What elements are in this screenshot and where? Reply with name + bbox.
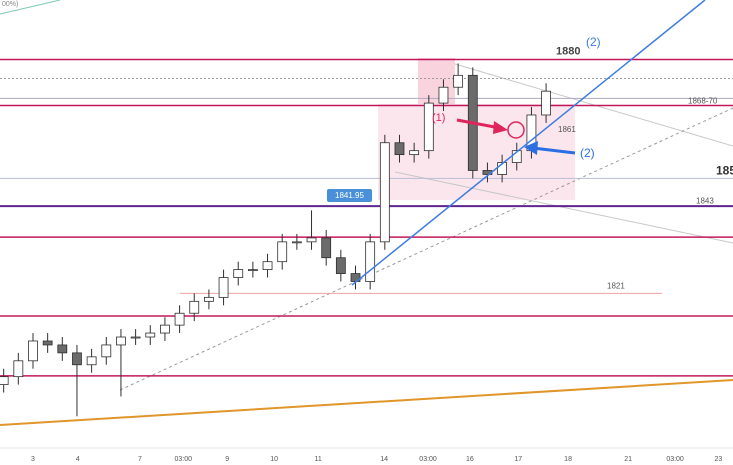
- candle-body: [72, 352, 82, 366]
- candle-body: [365, 241, 376, 282]
- candle-body: [13, 360, 24, 378]
- candle-body: [291, 241, 302, 244]
- x-tick-label: 16: [466, 456, 474, 463]
- candle-body: [204, 296, 214, 302]
- candle-body: [130, 336, 141, 339]
- candle-body: [57, 344, 68, 354]
- x-tick-label: 03:00: [174, 456, 192, 463]
- x-tick-label: 14: [380, 456, 388, 463]
- candle-body: [145, 332, 156, 338]
- price-callout: [327, 189, 372, 202]
- candle-body: [86, 356, 97, 366]
- candle-body: [160, 324, 170, 334]
- level-label: 1821: [607, 282, 625, 291]
- corner-text: 00%): [2, 1, 18, 8]
- x-tick-label: 03:00: [419, 456, 437, 463]
- candle-body: [321, 237, 332, 259]
- candle-body: [423, 102, 434, 152]
- x-axis-band: [0, 448, 733, 465]
- candle-body: [453, 74, 464, 88]
- candle-body: [42, 340, 53, 346]
- level-label: 1868-70: [688, 97, 718, 106]
- candle-body: [497, 162, 508, 175]
- x-axis: 3 4 7 03:00 9 10 11 14 03:00 16 17 18 21 03:00 23: [31, 456, 722, 463]
- x-tick-label: 23: [714, 456, 722, 463]
- candle-body: [233, 269, 244, 278]
- candle-body: [174, 312, 185, 326]
- x-tick-label: 03:00: [666, 456, 684, 463]
- level-label: 185: [716, 164, 733, 178]
- annotation: 1861: [558, 125, 576, 134]
- candle-body: [306, 237, 317, 243]
- candle-body: [0, 376, 9, 385]
- candle-body: [335, 257, 346, 274]
- channel-line: [394, 171, 733, 244]
- x-tick-label: 17: [514, 456, 522, 463]
- level-label: 1880: [556, 45, 580, 57]
- x-tick-label: 7: [138, 456, 142, 463]
- x-tick-label: 3: [31, 456, 35, 463]
- candle-body: [438, 86, 449, 104]
- level-label: 1843: [696, 196, 714, 205]
- orange-trend-line: [0, 379, 733, 426]
- arrow-head-1: [493, 121, 508, 134]
- x-tick-label: 9: [225, 456, 229, 463]
- candle-body: [247, 269, 258, 272]
- candle-body: [28, 340, 38, 362]
- arrow-2: [532, 146, 576, 155]
- candle-body: [511, 150, 522, 163]
- range-box: [418, 58, 455, 104]
- annotation: (2): [580, 146, 595, 160]
- x-tick-label: 10: [270, 456, 278, 463]
- candle-body: [394, 142, 405, 156]
- arrow-head-2: [524, 141, 538, 155]
- candle-body: [541, 90, 551, 116]
- arrow-1: [456, 118, 501, 130]
- candle-body: [379, 142, 390, 243]
- candle-body: [277, 241, 288, 263]
- candle-body: [218, 277, 229, 298]
- x-tick-label: 4: [76, 456, 80, 463]
- x-tick-label: 11: [314, 456, 321, 463]
- annotation: (2): [586, 35, 601, 49]
- candle-body: [116, 336, 126, 346]
- trend-line-top: [0, 0, 61, 15]
- dashed-trend-line: [119, 107, 733, 391]
- price-callout-label: 1841.95: [335, 191, 364, 200]
- candle-body: [262, 261, 273, 271]
- blue-trend-line: [351, 0, 706, 286]
- candle-body: [189, 300, 200, 314]
- x-tick-label: 18: [564, 456, 572, 463]
- candle-body: [101, 344, 112, 358]
- annotation: (1): [432, 112, 445, 124]
- candle-body: [409, 150, 420, 156]
- x-tick-label: 21: [624, 456, 632, 463]
- levels: 1880 1868-70 185 1843 1821: [0, 45, 733, 377]
